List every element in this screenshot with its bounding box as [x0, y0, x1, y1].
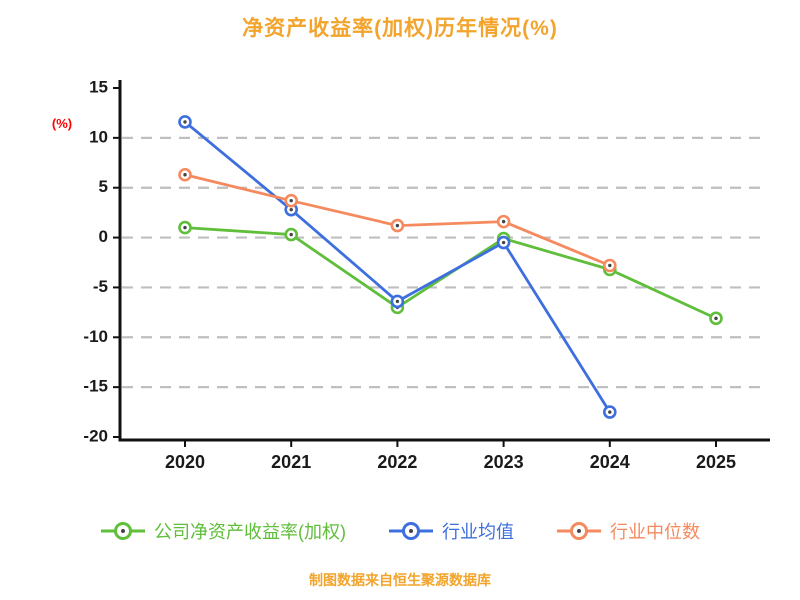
series-marker-dot-0	[183, 225, 187, 230]
chart-footer: 制图数据来自恒生聚源数据库	[309, 572, 491, 588]
y-tick-label: 0	[99, 227, 108, 246]
x-tick-label: 2023	[484, 452, 524, 472]
legend-marker-icon	[101, 522, 145, 540]
x-tick-label: 2025	[696, 452, 736, 472]
y-tick-label: 5	[99, 177, 108, 196]
series-marker-dot-2	[608, 263, 612, 268]
series-marker-dot-0	[289, 232, 293, 237]
y-tick-label: 15	[89, 77, 108, 96]
chart-legend: 公司净资产收益率(加权) 行业均值 行业中位数	[0, 518, 800, 544]
series-marker-dot-2	[395, 223, 400, 228]
line-chart: 15 10 5 0 -5 -10 -15 -20 2020 2021 2022 2023 2024 202…	[52, 77, 770, 472]
y-axis-label: (%)	[52, 116, 72, 131]
series-marker-dot-2	[289, 198, 293, 203]
legend-item-1[interactable]: 行业均值	[388, 518, 514, 544]
legend-label-0: 公司净资产收益率(加权)	[154, 522, 346, 542]
series-marker-dot-1	[183, 120, 187, 124]
series-marker-dot-1	[608, 410, 612, 414]
series-marker-dot-2	[501, 219, 506, 224]
x-tick-label: 2020	[165, 452, 205, 472]
legend-item-0[interactable]: 公司净资产收益率(加权)	[100, 518, 346, 544]
series-line-1	[184, 120, 611, 413]
series-marker-dot-1	[395, 299, 400, 304]
legend-label-1: 行业均值	[442, 522, 514, 542]
chart-title: 净资产收益率(加权)历年情况(%)	[242, 17, 558, 40]
legend-item-2[interactable]: 行业中位数	[556, 518, 700, 544]
y-tick-label: -15	[83, 377, 108, 396]
x-tick-label: 2024	[590, 452, 630, 472]
series-marker-dot-0	[714, 316, 718, 321]
legend-label-2: 行业中位数	[610, 522, 700, 542]
legend-marker-icon	[389, 522, 433, 540]
x-tick-label: 2022	[377, 452, 417, 472]
y-tick-label: 10	[89, 127, 108, 146]
y-tick-label: -20	[83, 426, 108, 445]
series-marker-dot-2	[183, 173, 187, 177]
legend-marker-icon	[557, 522, 601, 540]
series-marker-dot-1	[501, 240, 506, 245]
y-tick-label: -5	[93, 277, 108, 296]
y-tick-label: -10	[83, 327, 108, 346]
series-marker-dot-1	[289, 207, 293, 212]
x-tick-label: 2021	[271, 452, 311, 472]
